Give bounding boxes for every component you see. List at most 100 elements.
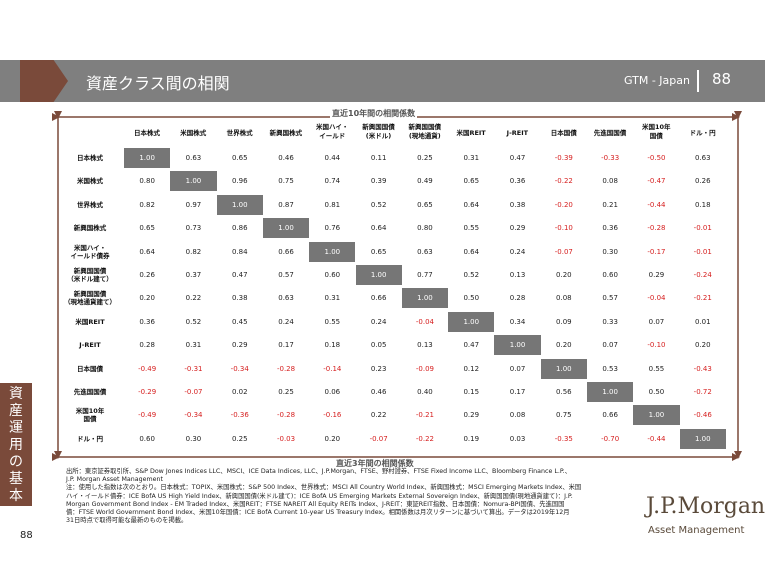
diagonal-cell: 1.00 [633,405,680,426]
correlation-cell: 0.65 [370,247,387,256]
correlation-cell: -0.16 [323,411,342,420]
correlation-cell: 0.26 [694,177,711,186]
correlation-cell: -0.20 [554,200,573,209]
correlation-cell: 0.76 [324,224,341,233]
correlation-cell: 0.77 [417,271,433,279]
footnote: 出所：東京証券取引所、S&P Dow Jones Indices LLC、MSC… [66,468,636,525]
diagonal-cell: 1.00 [262,218,310,239]
correlation-cell: 0.07 [602,341,618,350]
side-tab-label: 資産運用の基本 [9,386,23,504]
correlation-cell: 0.64 [463,247,480,256]
correlation-cell: -0.47 [647,177,666,186]
correlation-cell: 0.06 [324,388,341,396]
correlation-cell: 0.40 [417,388,433,396]
correlation-cell: -0.44 [647,434,666,443]
correlation-cell: 0.08 [602,177,618,186]
correlation-cell: 0.50 [463,294,480,303]
correlation-cell: -0.09 [415,364,434,373]
correlation-cell: 0.86 [231,224,248,233]
correlation-cell: -0.03 [276,434,296,443]
correlation-cell: 0.66 [278,247,294,256]
column-header: 先進国国債 [593,129,627,137]
footnote-line: J.P. Morgan Asset Management [66,476,163,484]
correlation-cell: 0.03 [509,434,526,443]
correlation-cell: -0.31 [184,364,203,373]
diagonal-cell: 1.00 [494,335,541,356]
correlation-cell: -0.14 [323,364,342,373]
row-header: 新興国国債 （現地通貨建て） [64,290,116,307]
correlation-cell: 0.82 [185,247,202,256]
row-header: 日本国債 [77,364,103,373]
correlation-cell: 0.47 [509,154,526,162]
correlation-cell: 0.02 [231,388,248,396]
correlation-cell: -0.36 [230,411,249,420]
footnote-line: Morgan Government Bond Index - EM Traded… [66,500,565,508]
correlation-cell: 0.29 [463,411,480,420]
column-header: 世界株式 [226,129,253,137]
row-header: 日本株式 [77,154,103,162]
correlation-cell: 0.26 [139,271,155,279]
correlation-cell: 0.55 [648,364,665,373]
row-header: 新興国株式 [73,224,107,233]
footnote-line: 31日時点で取得可能な最新のものを掲載。 [66,517,188,525]
correlation-cell: 0.18 [694,200,711,209]
correlation-cell: 0.60 [139,434,155,443]
correlation-cell: -0.17 [647,247,666,256]
correlation-cell: 0.46 [370,388,387,396]
correlation-cell: 0.63 [185,154,202,162]
correlation-cell: 0.53 [602,364,618,373]
correlation-cell: 0.22 [185,294,202,303]
diagonal-cell: 1.00 [679,428,726,449]
correlation-cell: 0.65 [463,177,480,186]
row-header: 米国株式 [77,177,103,186]
correlation-cell: 0.15 [463,388,480,396]
row-header: 先進国国債 [73,388,107,396]
correlation-cell: 0.01 [694,317,711,326]
correlation-cell: 0.36 [602,224,618,233]
jpmorgan-logo: J.P.Morgan [646,494,765,519]
diagonal-cell: 1.00 [540,358,587,379]
correlation-cell: 0.29 [509,224,526,233]
header-page-number: 88 [712,70,732,88]
correlation-cell: -0.04 [647,294,666,303]
top-range-label: 直近10年間の相関係数 [330,108,418,119]
row-header: 新興国国債 （米ドル建て） [67,267,113,283]
correlation-cell: 0.44 [324,154,341,162]
correlation-cell: 0.47 [463,341,480,350]
correlation-cell: -0.10 [647,341,666,350]
correlation-cell: 0.07 [509,364,526,373]
diagonal-cell: 1.00 [587,382,634,402]
correlation-cell: 0.25 [417,154,433,162]
correlation-cell: -0.24 [693,271,712,279]
diagonal-cell: 1.00 [448,311,495,332]
row-header: ドル・円 [77,434,103,443]
correlation-cell: 0.31 [324,294,341,303]
correlation-cell: 0.36 [139,317,155,326]
header-bar [0,60,765,102]
correlation-cell: 0.20 [324,434,341,443]
correlation-cell: 0.25 [231,434,248,443]
column-header: 日本株式 [134,129,160,137]
correlation-cell: 0.20 [556,271,572,279]
footnote-line: 注：使用した指数は次のとおり。日本株式：TOPIX、米国株式：S&P 500 I… [66,484,582,492]
correlation-cell: 0.39 [370,177,387,186]
correlation-cell: 0.66 [370,294,387,303]
correlation-cell: -0.21 [415,411,434,420]
column-header: 新興国株式 [269,129,303,137]
column-header: 米国10年 国債 [642,123,671,140]
correlation-cell: -0.33 [601,154,620,162]
bottom-range-label: 直近3年間の相関係数 [334,458,416,469]
header-gtm-label: GTM - Japan [624,74,690,87]
correlation-cell: 0.52 [370,200,387,209]
correlation-cell: 0.20 [694,341,711,350]
column-header: ドル・円 [689,129,716,137]
correlation-cell: 0.65 [417,200,433,209]
correlation-cell: 0.13 [509,271,526,279]
correlation-cell: 0.37 [185,271,202,279]
correlation-cell: -0.04 [415,317,434,326]
correlation-cell: 0.38 [231,294,248,303]
correlation-cell: 0.63 [417,247,433,256]
correlation-cell: -0.43 [693,364,712,373]
correlation-cell: -0.49 [138,411,157,420]
correlation-cell: -0.28 [276,364,296,373]
